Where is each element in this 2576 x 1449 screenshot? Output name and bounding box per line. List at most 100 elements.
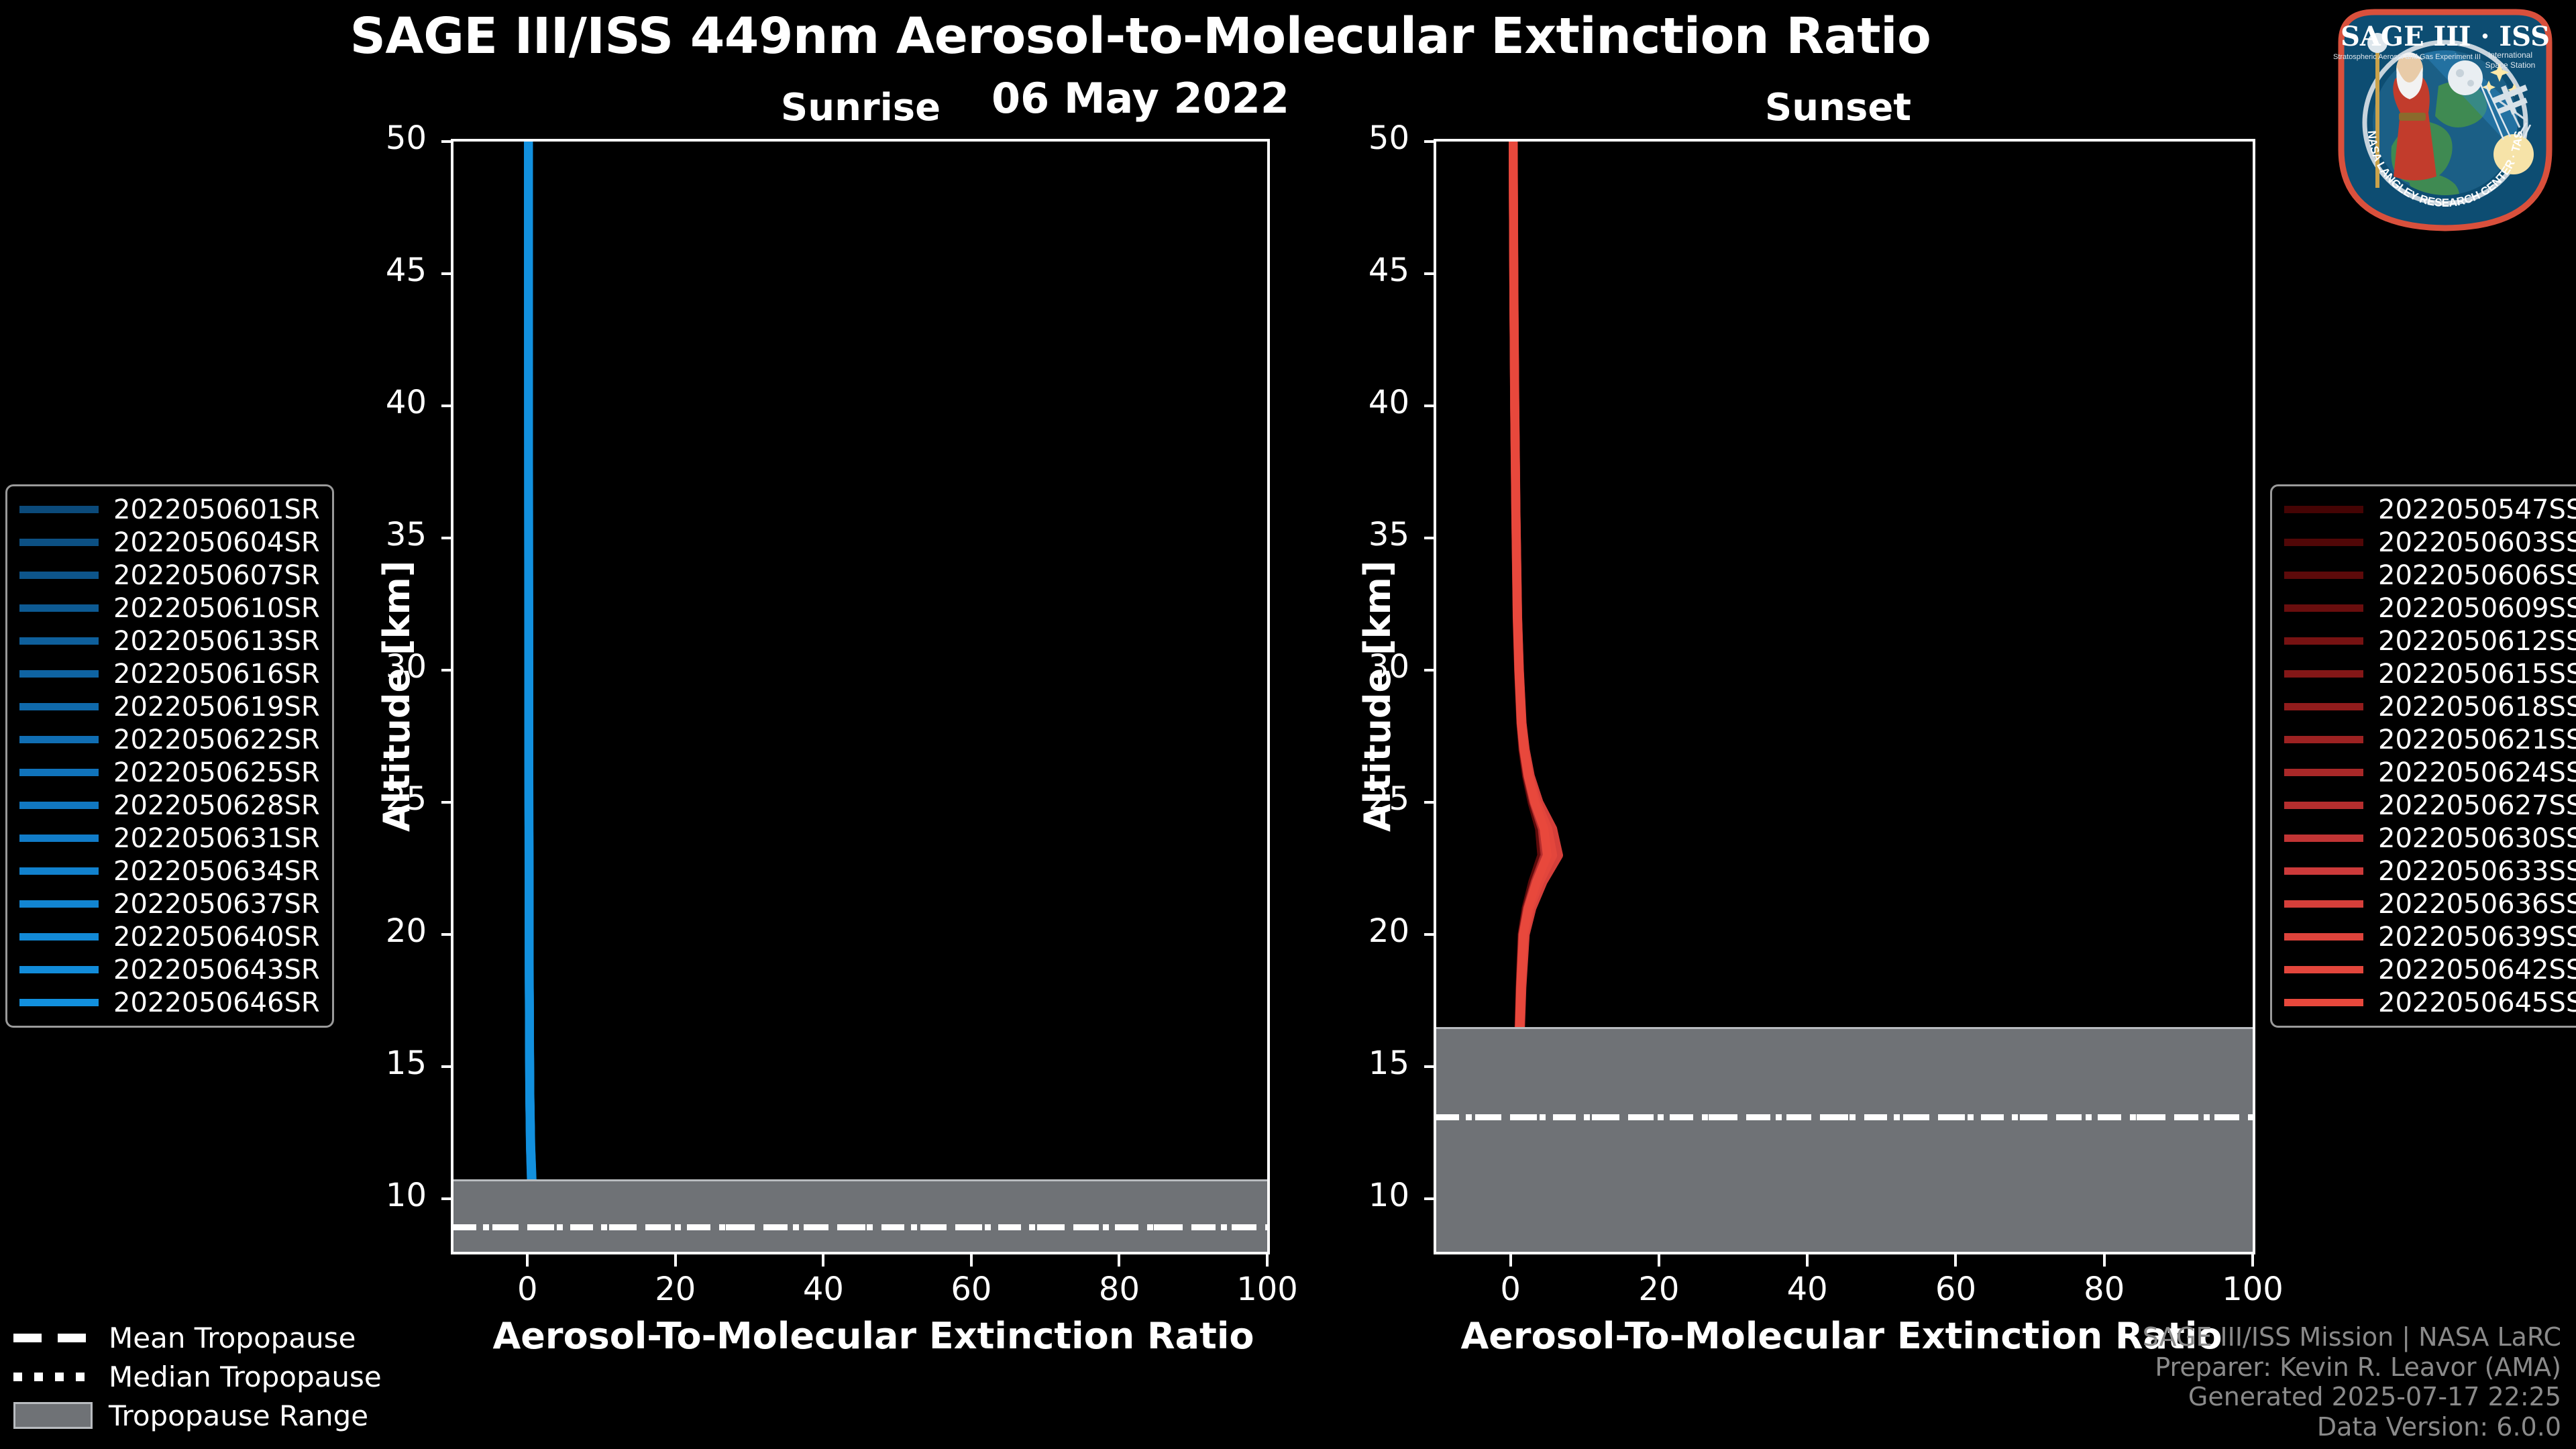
x-axis-tick (822, 1254, 825, 1267)
legend-item[interactable]: 2022050630SS (2284, 822, 2576, 855)
legend-color-swatch (2284, 539, 2363, 546)
x-axis-tick (1509, 1254, 1512, 1267)
legend-color-swatch (2284, 637, 2363, 645)
legend-item[interactable]: 2022050627SS (2284, 789, 2576, 822)
sunrise-x-axis-title: Aerosol-To-Molecular Extinction Ratio (492, 1315, 1254, 1357)
legend-item[interactable]: 2022050646SR (19, 986, 320, 1019)
legend-item[interactable]: 2022050547SS (2284, 493, 2576, 526)
legend-item-label: 2022050612SS (2378, 625, 2576, 657)
y-axis-tick-label: 45 (385, 252, 427, 290)
sunrise-plot-area (453, 142, 1267, 1252)
sunrise-y-axis-title: Altitude [km] (376, 560, 418, 833)
y-axis-tick-label: 50 (385, 119, 427, 157)
legend-item-label: 2022050601SR (113, 494, 320, 525)
sunrise-median-tropopause-line (453, 1224, 1267, 1230)
x-axis-tick (1954, 1254, 1957, 1267)
legend-item[interactable]: 2022050606SS (2284, 559, 2576, 592)
legend-item-label: 2022050643SR (113, 954, 320, 985)
legend-item[interactable]: 2022050607SR (19, 559, 320, 592)
x-axis-tick-label: 40 (1786, 1271, 1828, 1308)
legend-item-label: 2022050622SR (113, 724, 320, 755)
sunrise-legend[interactable]: 2022050601SR 2022050604SR 2022050607SR 2022… (5, 484, 334, 1028)
legend-item[interactable]: 2022050604SR (19, 526, 320, 559)
legend-color-swatch (2284, 867, 2363, 875)
legend-item[interactable]: 2022050615SS (2284, 657, 2576, 690)
x-axis-tick (969, 1254, 973, 1267)
legend-item[interactable]: 2022050612SS (2284, 625, 2576, 657)
y-axis-tick-label: 40 (1368, 384, 1409, 422)
x-axis-tick (1657, 1254, 1660, 1267)
badge-subtitle-right-2: Space Station (2485, 60, 2536, 70)
legend-color-swatch (2284, 802, 2363, 809)
legend-item[interactable]: 2022050622SR (19, 723, 320, 756)
sunset-legend[interactable]: 2022050547SS 2022050603SS 2022050606SS 2022… (2270, 484, 2576, 1028)
legend-item[interactable]: 2022050633SS (2284, 855, 2576, 888)
legend-item-label: 2022050631SR (113, 822, 320, 854)
legend-item-label: 2022050621SS (2378, 724, 2576, 755)
page-title: SAGE III/ISS 449nm Aerosol-to-Molecular … (350, 7, 1931, 65)
x-axis-tick-label: 80 (1098, 1271, 1140, 1308)
legend-item-label: 2022050624SS (2378, 757, 2576, 788)
legend-item-label: 2022050633SS (2378, 855, 2576, 887)
legend-item[interactable]: 2022050637SR (19, 888, 320, 920)
legend-item[interactable]: 2022050609SS (2284, 592, 2576, 625)
legend-item[interactable]: 2022050601SR (19, 493, 320, 526)
legend-item[interactable]: 2022050645SS (2284, 986, 2576, 1019)
legend-color-swatch (2284, 933, 2363, 941)
legend-item[interactable]: 2022050628SR (19, 789, 320, 822)
sunrise-series-lines (524, 142, 539, 1252)
legend-color-swatch (19, 506, 99, 513)
badge-subtitle-left: Stratospheric Aerosol and Gas Experiment… (2333, 53, 2481, 61)
legend-item-label: 2022050609SS (2378, 592, 2576, 624)
x-axis-tick-label: 60 (951, 1271, 992, 1308)
y-axis-tick-label: 20 (1368, 912, 1409, 951)
y-axis-tick (441, 140, 453, 143)
x-axis-tick (674, 1254, 677, 1267)
sunset-panel-title: Sunset (1764, 86, 1912, 129)
legend-item[interactable]: 2022050643SR (19, 953, 320, 986)
legend-color-swatch (2284, 670, 2363, 678)
legend-item[interactable]: 2022050613SR (19, 625, 320, 657)
tropopause-range-swatch (13, 1402, 93, 1429)
legend-color-swatch (19, 802, 99, 809)
legend-item[interactable]: 2022050634SR (19, 855, 320, 888)
legend-item[interactable]: 2022050636SS (2284, 888, 2576, 920)
tropopause-legend-item: Tropopause Range (13, 1396, 382, 1435)
legend-item[interactable]: 2022050625SR (19, 756, 320, 789)
legend-color-swatch (2284, 736, 2363, 743)
legend-item[interactable]: 2022050603SS (2284, 526, 2576, 559)
sunset-x-axis-title: Aerosol-To-Molecular Extinction Ratio (1460, 1315, 2222, 1357)
legend-color-swatch (19, 736, 99, 743)
legend-item[interactable]: 2022050631SR (19, 822, 320, 855)
legend-item-label: 2022050639SS (2378, 921, 2576, 953)
footer-line-version: Data Version: 6.0.0 (2316, 1412, 2561, 1442)
x-axis-tick (1118, 1254, 1121, 1267)
series-line (524, 142, 538, 1252)
sunset-median-tropopause-line (1436, 1114, 2253, 1121)
legend-color-swatch (2284, 999, 2363, 1006)
legend-item[interactable]: 2022050616SR (19, 657, 320, 690)
legend-item[interactable]: 2022050610SR (19, 592, 320, 625)
legend-item-label: 2022050627SS (2378, 790, 2576, 821)
legend-item[interactable]: 2022050618SS (2284, 690, 2576, 723)
y-axis-tick (441, 272, 453, 276)
legend-item-label: 2022050634SR (113, 855, 320, 887)
y-axis-tick-label: 15 (1368, 1044, 1409, 1083)
legend-item-label: 2022050625SR (113, 757, 320, 788)
legend-item[interactable]: 2022050640SR (19, 920, 320, 953)
y-axis-tick-label: 25 (385, 780, 427, 818)
legend-item[interactable]: 2022050621SS (2284, 723, 2576, 756)
legend-item-label: 2022050547SS (2378, 494, 2576, 525)
x-axis-tick-label: 0 (1500, 1271, 1521, 1308)
sunrise-tropopause-range-band (453, 1179, 1267, 1252)
legend-item[interactable]: 2022050639SS (2284, 920, 2576, 953)
legend-item[interactable]: 2022050642SS (2284, 953, 2576, 986)
y-axis-tick (1424, 1197, 1436, 1201)
legend-item[interactable]: 2022050619SR (19, 690, 320, 723)
x-axis-tick-label: 80 (2084, 1271, 2125, 1308)
x-axis-tick-label: 100 (1236, 1271, 1298, 1308)
sunrise-plot-axes (451, 139, 1270, 1254)
y-axis-tick (441, 801, 453, 804)
legend-item-label: 2022050604SR (113, 527, 320, 558)
legend-item[interactable]: 2022050624SS (2284, 756, 2576, 789)
